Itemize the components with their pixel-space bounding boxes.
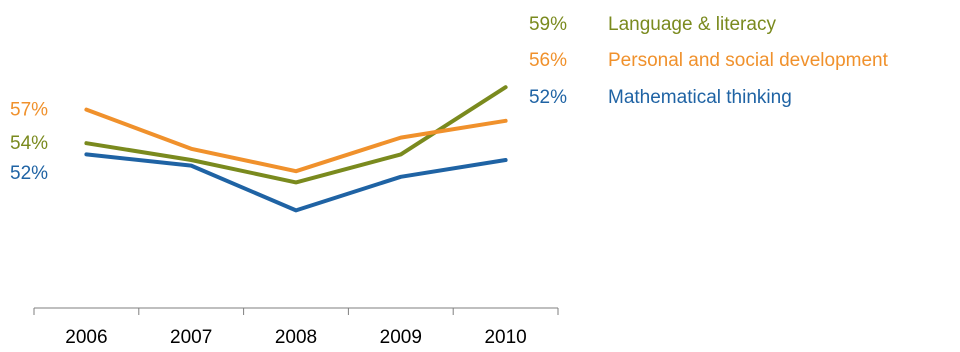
series-lines (84, 85, 508, 213)
x-tick-label: 2009 (380, 327, 422, 347)
x-tick-label: 2007 (170, 327, 212, 347)
start-value-label-language-and-literacy: 54% (10, 133, 48, 154)
series-line-personal-and-social-development (84, 107, 508, 174)
legend-entry-mathematical-thinking: Mathematical thinking (608, 87, 792, 108)
x-axis: 2006 2007 2008 2009 2010 (33, 307, 559, 348)
end-value-label-personal-and-social-development: 56% (529, 50, 567, 71)
series-line-mathematical-thinking (84, 152, 508, 213)
legend-entry-personal-and-social-development: Personal and social development (608, 50, 889, 71)
end-value-label-language-and-literacy: 59% (529, 14, 567, 35)
legend-entry-language-and-literacy: Language & literacy (608, 14, 776, 35)
start-value-label-mathematical-thinking: 52% (10, 163, 48, 184)
series-labels: 57% 54% 52% 59% 56% 52% (10, 14, 567, 184)
x-tick-label: 2008 (275, 327, 317, 347)
x-tick-label: 2010 (484, 327, 526, 347)
start-value-label-personal-and-social-development: 57% (10, 100, 48, 121)
x-tick-label: 2006 (65, 327, 107, 347)
end-value-label-mathematical-thinking: 52% (529, 87, 567, 108)
legend: Language & literacy Personal and social d… (608, 14, 889, 108)
